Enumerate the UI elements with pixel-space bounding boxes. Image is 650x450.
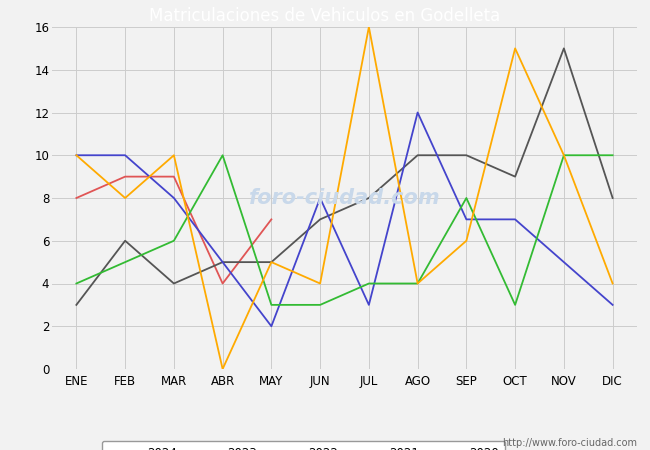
- Legend: 2024, 2023, 2022, 2021, 2020: 2024, 2023, 2022, 2021, 2020: [102, 441, 505, 450]
- Text: http://www.foro-ciudad.com: http://www.foro-ciudad.com: [502, 438, 637, 448]
- Text: Matriculaciones de Vehiculos en Godelleta: Matriculaciones de Vehiculos en Godellet…: [150, 7, 500, 25]
- Text: foro-ciudad.com: foro-ciudad.com: [249, 188, 440, 208]
